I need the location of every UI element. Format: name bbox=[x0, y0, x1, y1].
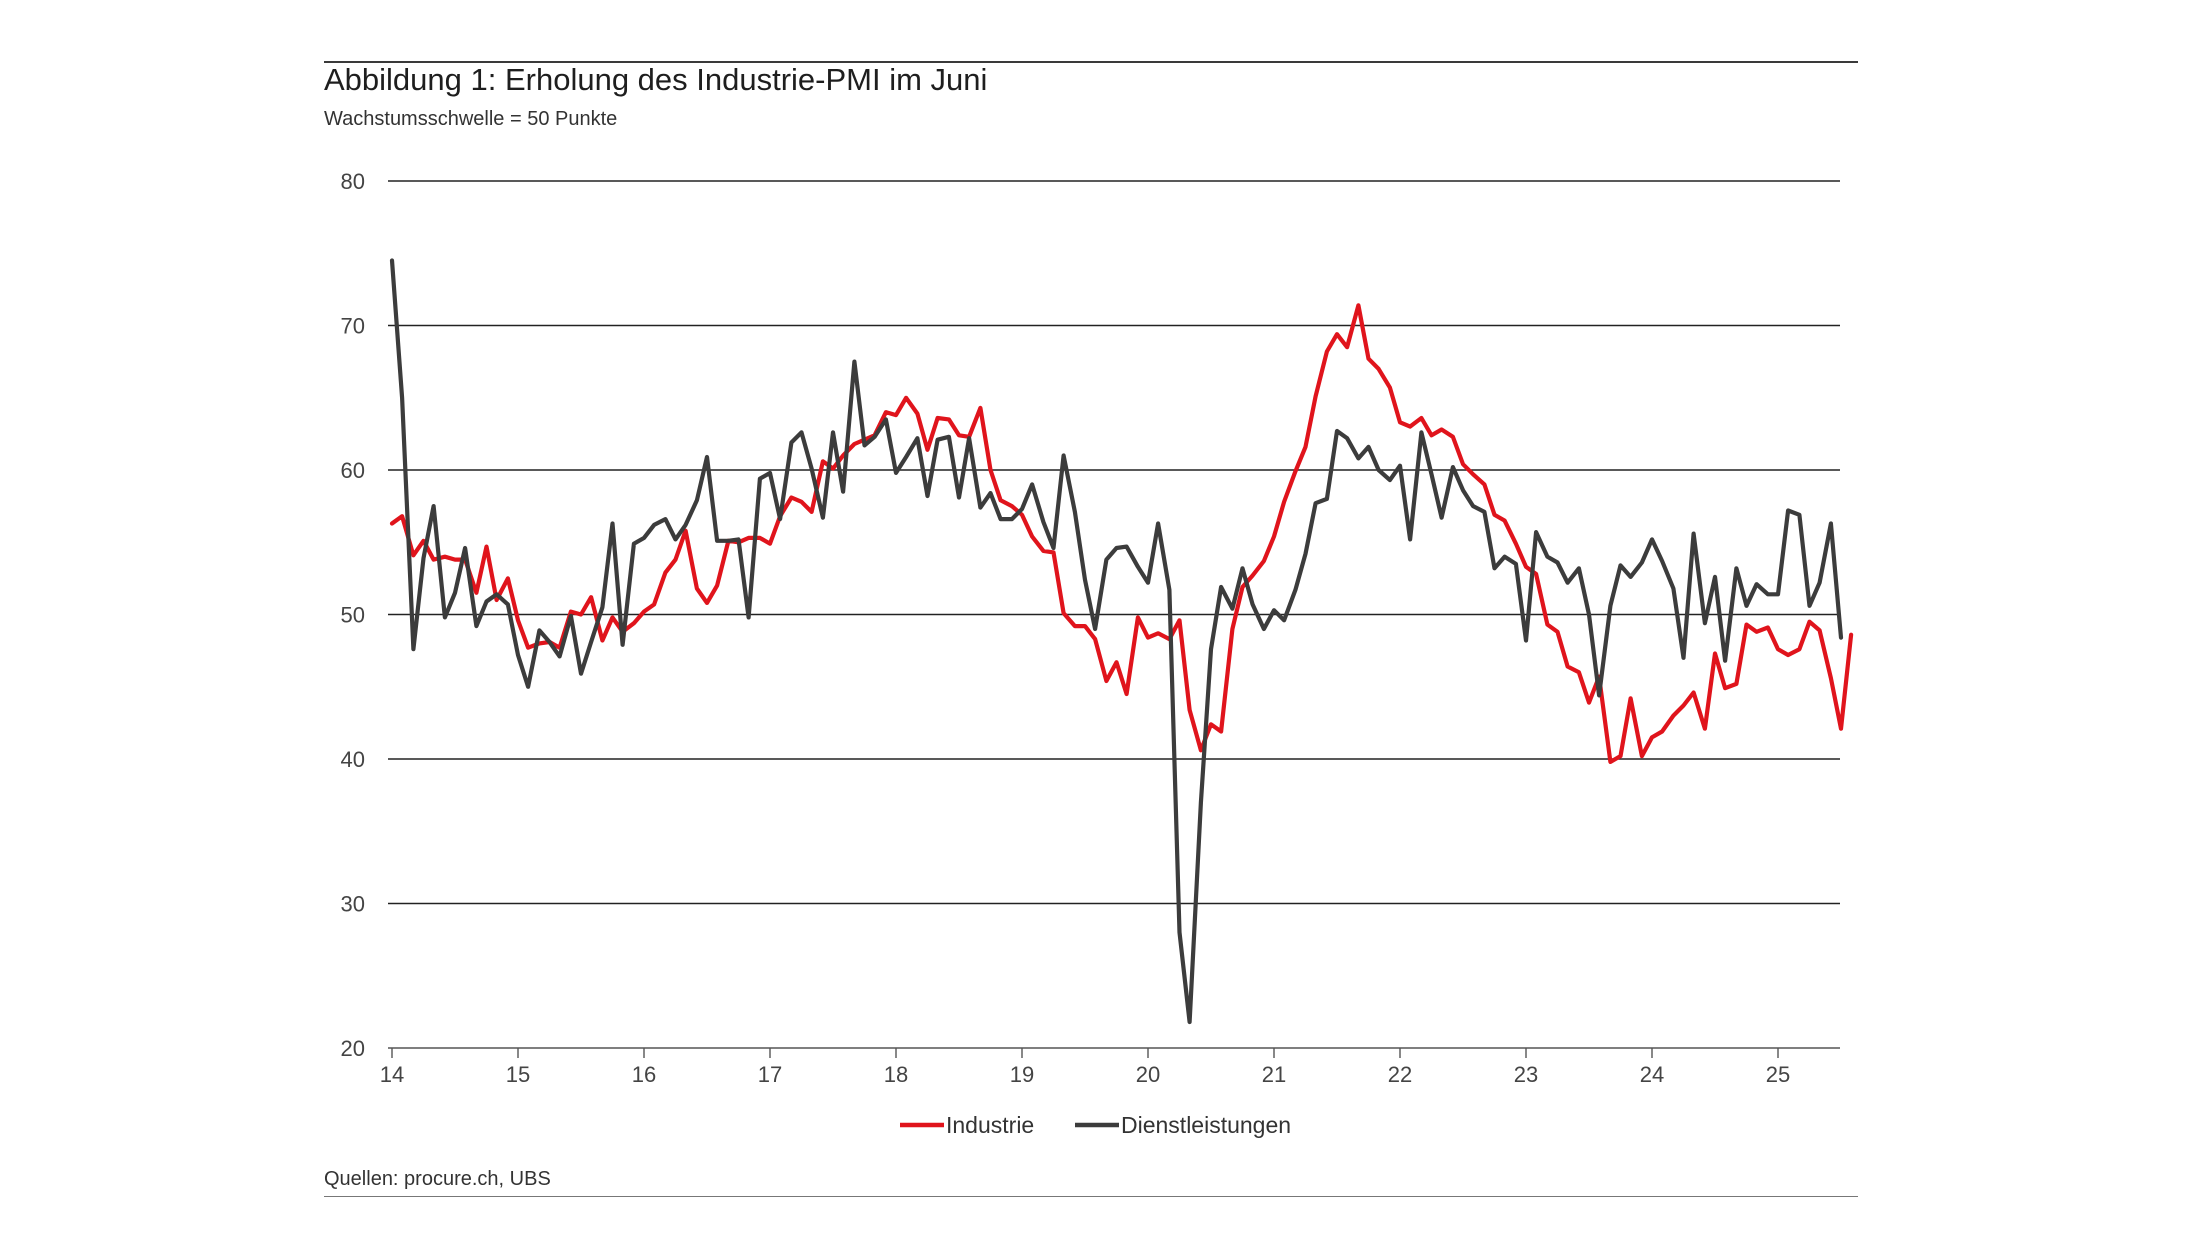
x-tick-label-15: 15 bbox=[506, 1062, 530, 1087]
y-tick-label-80: 80 bbox=[341, 169, 365, 194]
y-tick-label-70: 70 bbox=[341, 314, 365, 339]
grid-lines bbox=[388, 180, 1840, 1049]
x-tick-label-18: 18 bbox=[884, 1062, 908, 1087]
y-tick-label-30: 30 bbox=[341, 892, 365, 917]
bottom-rule bbox=[324, 1196, 1858, 1197]
source-note: Quellen: procure.ch, UBS bbox=[324, 1168, 551, 1190]
series-layer bbox=[389, 258, 1854, 1025]
series-line-industrie bbox=[389, 303, 1854, 764]
y-axis-ticks: 20 30 40 50 60 70 80 bbox=[341, 169, 365, 1061]
series-line-dienstleistungen bbox=[389, 258, 1844, 1025]
x-tick-label-14: 14 bbox=[380, 1062, 404, 1087]
chart-subtitle: Wachstumsschwelle = 50 Punkte bbox=[324, 108, 618, 130]
top-rule bbox=[324, 61, 1858, 63]
x-tick-label-23: 23 bbox=[1514, 1062, 1538, 1087]
y-tick-label-20: 20 bbox=[341, 1036, 365, 1061]
x-tick-label-17: 17 bbox=[758, 1062, 782, 1087]
x-tick-label-19: 19 bbox=[1010, 1062, 1034, 1087]
legend-label-industrie: Industrie bbox=[946, 1112, 1034, 1138]
x-tick-label-16: 16 bbox=[632, 1062, 656, 1087]
x-tick-label-24: 24 bbox=[1640, 1062, 1664, 1087]
legend: Industrie Dienstleistungen bbox=[900, 1112, 1291, 1138]
x-tick-label-22: 22 bbox=[1388, 1062, 1412, 1087]
legend-label-dienstleistungen: Dienstleistungen bbox=[1121, 1112, 1291, 1138]
x-tick-label-25: 25 bbox=[1766, 1062, 1790, 1087]
y-tick-label-50: 50 bbox=[341, 603, 365, 628]
y-tick-label-40: 40 bbox=[341, 747, 365, 772]
chart-title: Abbildung 1: Erholung des Industrie-PMI … bbox=[324, 62, 988, 97]
x-tick-label-21: 21 bbox=[1262, 1062, 1286, 1087]
x-axis: 14 15 16 17 18 19 20 21 22 23 24 25 bbox=[380, 1048, 1790, 1087]
x-tick-label-20: 20 bbox=[1136, 1062, 1160, 1087]
y-tick-label-60: 60 bbox=[341, 458, 365, 483]
